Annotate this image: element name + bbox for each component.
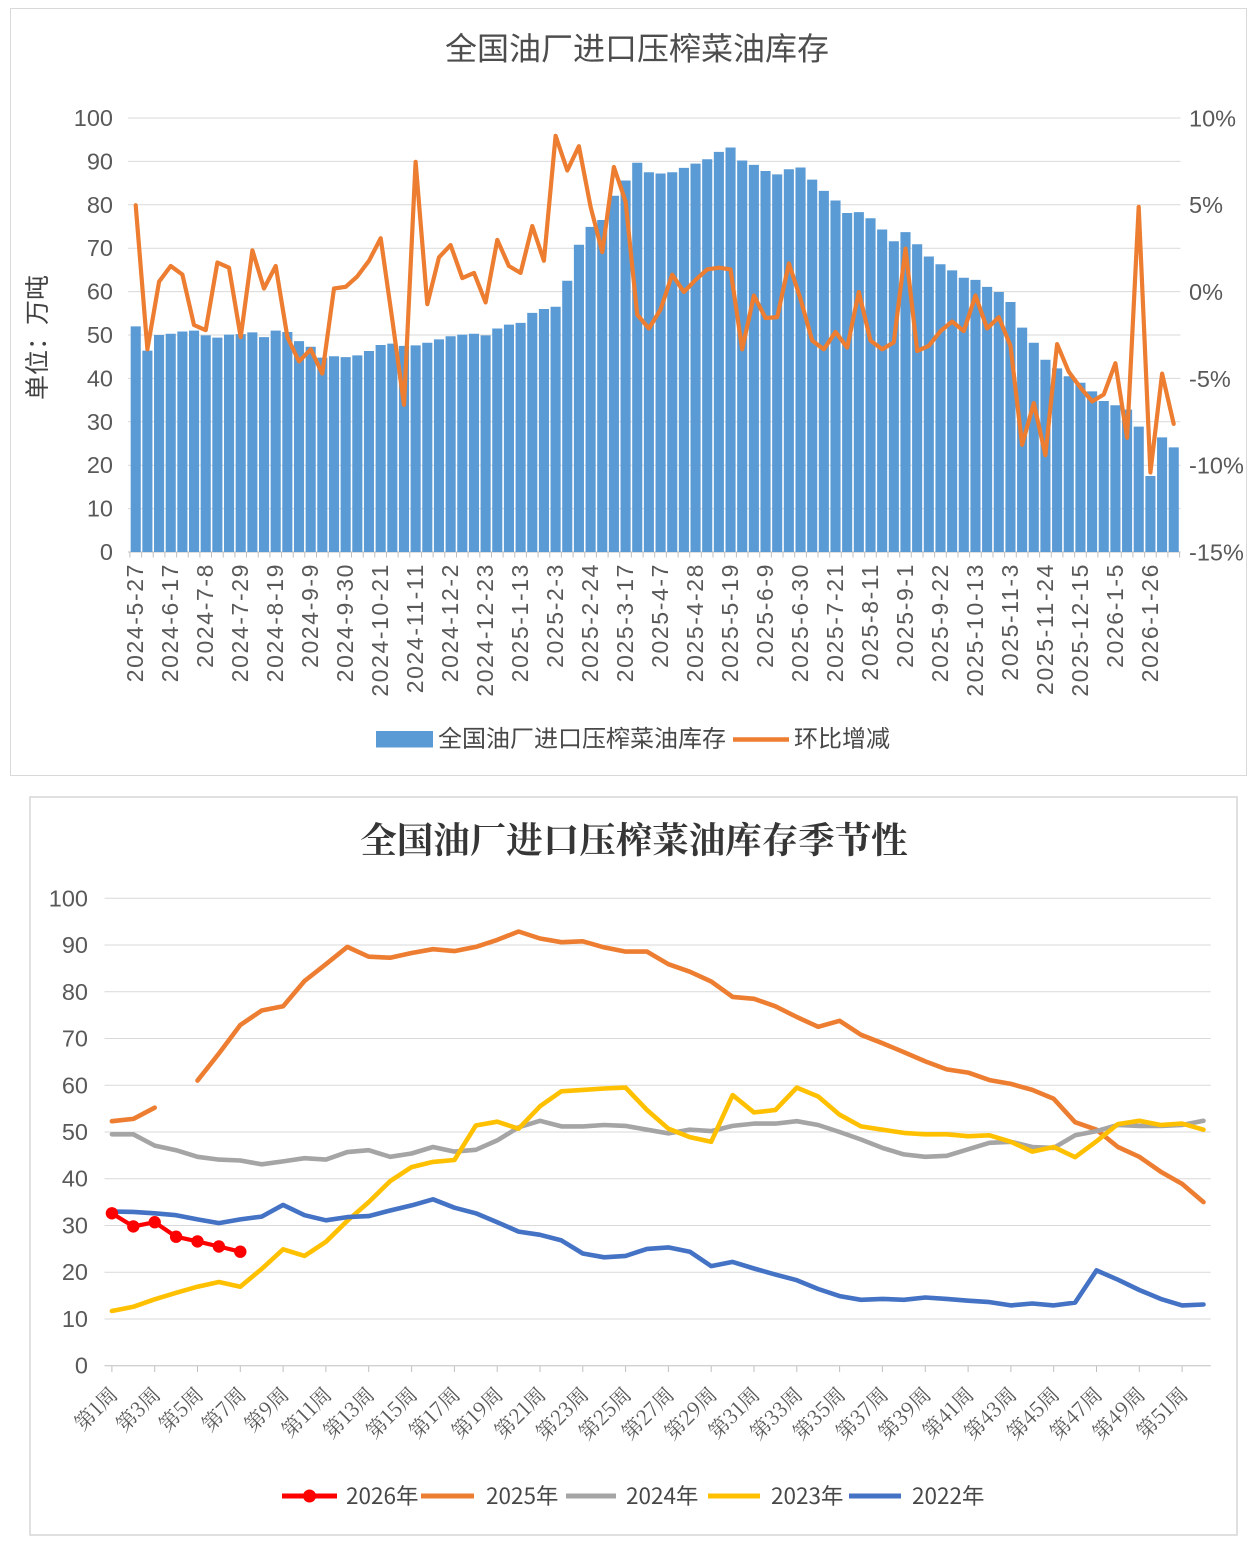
svg-text:10%: 10% <box>1189 105 1236 131</box>
svg-text:2025-6-9: 2025-6-9 <box>752 563 778 668</box>
svg-text:2024-12-23: 2024-12-23 <box>472 563 498 697</box>
svg-text:20: 20 <box>87 452 113 478</box>
svg-text:50: 50 <box>62 1119 88 1145</box>
svg-text:2025-3-17: 2025-3-17 <box>612 563 638 682</box>
svg-text:2025-1-13: 2025-1-13 <box>507 563 533 682</box>
svg-text:20: 20 <box>62 1259 88 1285</box>
svg-text:2025-7-21: 2025-7-21 <box>822 563 848 682</box>
svg-text:30: 30 <box>62 1213 88 1239</box>
svg-text:2025-6-30: 2025-6-30 <box>787 563 813 682</box>
svg-text:10: 10 <box>87 496 113 522</box>
svg-text:2025-11-3: 2025-11-3 <box>997 563 1023 681</box>
svg-text:2024-7-29: 2024-7-29 <box>227 563 253 682</box>
svg-text:100: 100 <box>49 885 88 911</box>
svg-text:-15%: -15% <box>1189 539 1244 565</box>
svg-text:2026-1-26: 2026-1-26 <box>1137 563 1163 682</box>
svg-text:2025-5-19: 2025-5-19 <box>717 563 743 682</box>
svg-text:2025-12-15: 2025-12-15 <box>1067 563 1093 697</box>
svg-text:60: 60 <box>87 279 113 305</box>
svg-text:0: 0 <box>75 1353 88 1379</box>
svg-text:2025-9-1: 2025-9-1 <box>892 563 918 668</box>
svg-text:2025-10-13: 2025-10-13 <box>962 563 988 697</box>
svg-text:2024-7-8: 2024-7-8 <box>192 563 218 668</box>
svg-text:40: 40 <box>87 365 113 391</box>
svg-text:-10%: -10% <box>1189 453 1244 479</box>
svg-text:5%: 5% <box>1189 192 1223 218</box>
svg-text:90: 90 <box>87 148 113 174</box>
svg-text:2025-4-28: 2025-4-28 <box>682 563 708 682</box>
svg-text:70: 70 <box>62 1026 88 1052</box>
svg-text:0: 0 <box>100 539 113 565</box>
svg-text:2025-4-7: 2025-4-7 <box>647 563 673 668</box>
svg-text:2025-2-3: 2025-2-3 <box>542 563 568 668</box>
svg-text:2025-2-24: 2025-2-24 <box>577 563 603 682</box>
svg-text:50: 50 <box>87 322 113 348</box>
svg-text:-5%: -5% <box>1189 366 1231 392</box>
svg-text:2025-11-24: 2025-11-24 <box>1032 563 1058 695</box>
svg-text:80: 80 <box>87 192 113 218</box>
svg-text:90: 90 <box>62 932 88 958</box>
svg-text:0%: 0% <box>1189 279 1223 305</box>
svg-text:60: 60 <box>62 1072 88 1098</box>
svg-text:80: 80 <box>62 979 88 1005</box>
svg-text:2026-1-5: 2026-1-5 <box>1102 563 1128 668</box>
svg-text:100: 100 <box>74 105 113 131</box>
svg-text:70: 70 <box>87 235 113 261</box>
svg-text:2024-6-17: 2024-6-17 <box>157 563 183 682</box>
svg-text:2024-5-27: 2024-5-27 <box>122 563 148 682</box>
svg-text:2025-9-22: 2025-9-22 <box>927 563 953 682</box>
svg-text:2024-11-11: 2024-11-11 <box>402 563 428 693</box>
svg-text:2024-9-30: 2024-9-30 <box>332 563 358 682</box>
svg-text:2024-10-21: 2024-10-21 <box>367 563 393 697</box>
svg-text:2024-9-9: 2024-9-9 <box>297 563 323 668</box>
svg-text:2024-12-2: 2024-12-2 <box>437 563 463 682</box>
svg-text:2025-8-11: 2025-8-11 <box>857 563 883 681</box>
svg-text:2024-8-19: 2024-8-19 <box>262 563 288 682</box>
svg-text:30: 30 <box>87 409 113 435</box>
svg-text:40: 40 <box>62 1166 88 1192</box>
svg-text:10: 10 <box>62 1306 88 1332</box>
